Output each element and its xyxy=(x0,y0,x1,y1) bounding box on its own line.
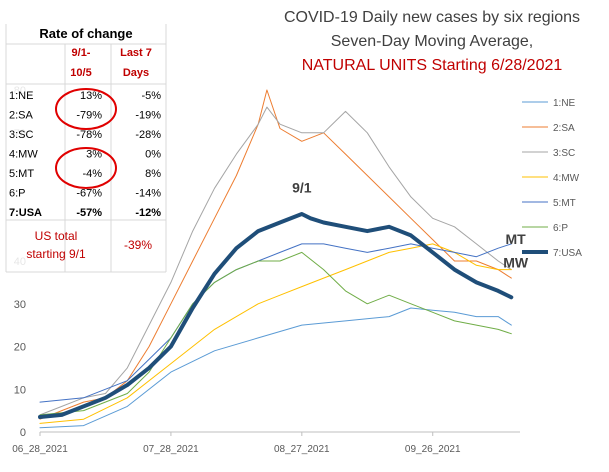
series-line-2-sa xyxy=(39,89,512,420)
legend-label: 3:SC xyxy=(553,148,575,159)
series-line-3-sc xyxy=(39,106,512,416)
row-value-1: -67% xyxy=(76,188,102,200)
col1-header: 10/5 xyxy=(70,67,91,79)
row-value-2: -12% xyxy=(135,207,161,219)
title-line: NATURAL UNITS Starting 6/28/2021 xyxy=(302,57,563,74)
legend-label: 2:SA xyxy=(553,123,575,134)
y-tick-label: 10 xyxy=(14,384,26,396)
title-line: COVID-19 Daily new cases by six regions xyxy=(284,9,580,26)
row-label: 6:P xyxy=(9,188,26,200)
annotation-label: 9/1 xyxy=(292,180,312,196)
x-tick-label: 08_27_2021 xyxy=(274,444,330,455)
chart-legend: 1:NE 2:SA 3:SC 4:MW 5:MT 6:P 7:USA xyxy=(522,98,582,259)
legend-label: 4:MW xyxy=(553,173,580,184)
row-label: 2:SA xyxy=(9,110,34,122)
row-label: 1:NE xyxy=(9,90,33,102)
rate-of-change-table: Rate of change 9/1- 10/5 Last 7 Days 1:NE 13% -… xyxy=(5,24,167,273)
x-tick-label: 07_28_2021 xyxy=(143,444,199,455)
row-value-1: 13% xyxy=(80,90,102,102)
annotation-label: MT xyxy=(506,231,527,247)
legend-label: 6:P xyxy=(553,223,568,234)
row-value-2: -14% xyxy=(135,188,161,200)
series-line-6-p xyxy=(39,251,512,416)
row-value-1: 3% xyxy=(86,149,102,161)
footer-label: US total xyxy=(35,229,78,243)
y-tick-label: 20 xyxy=(14,342,26,354)
col1-header: 9/1- xyxy=(72,47,91,59)
highlight-circle xyxy=(55,88,117,130)
highlight-circle xyxy=(55,147,117,189)
series-line-1-ne xyxy=(39,307,512,429)
row-value-1: -78% xyxy=(76,129,102,141)
row-value-2: 8% xyxy=(145,168,161,180)
legend-label: 7:USA xyxy=(553,248,582,259)
col2-header: Last 7 xyxy=(120,47,152,59)
x-tick-label: 06_28_2021 xyxy=(12,444,68,455)
chart-title: COVID-19 Daily new cases by six regions S… xyxy=(284,9,580,74)
row-value-1: -4% xyxy=(82,168,102,180)
row-value-2: -28% xyxy=(135,129,161,141)
row-value-2: -5% xyxy=(141,90,161,102)
x-tick-label: 09_26_2021 xyxy=(405,444,461,455)
annotation-label: MW xyxy=(503,254,529,270)
legend-label: 5:MT xyxy=(553,198,576,209)
row-value-2: -19% xyxy=(135,110,161,122)
row-label: 3:SC xyxy=(9,129,34,141)
row-value-2: 0% xyxy=(145,149,161,161)
footer-label: starting 9/1 xyxy=(26,247,86,261)
row-label: 7:USA xyxy=(9,207,42,219)
col2-header: Days xyxy=(123,67,149,79)
legend-label: 1:NE xyxy=(553,98,576,109)
y-tick-label: 30 xyxy=(14,299,26,311)
table-title: Rate of change xyxy=(39,26,132,41)
row-value-1: -79% xyxy=(76,110,102,122)
series-layer xyxy=(38,89,514,429)
title-line: Seven-Day Moving Average, xyxy=(331,33,533,50)
row-label: 4:MW xyxy=(9,149,38,161)
row-value-1: -57% xyxy=(76,207,102,219)
y-tick-label: 0 xyxy=(20,427,26,439)
series-line-4-mw xyxy=(39,243,512,424)
row-label: 5:MT xyxy=(9,168,34,180)
annotation-layer: 9/1 MT MW xyxy=(292,180,529,271)
series-line-7-usa xyxy=(38,212,514,419)
footer-value: -39% xyxy=(124,238,152,252)
